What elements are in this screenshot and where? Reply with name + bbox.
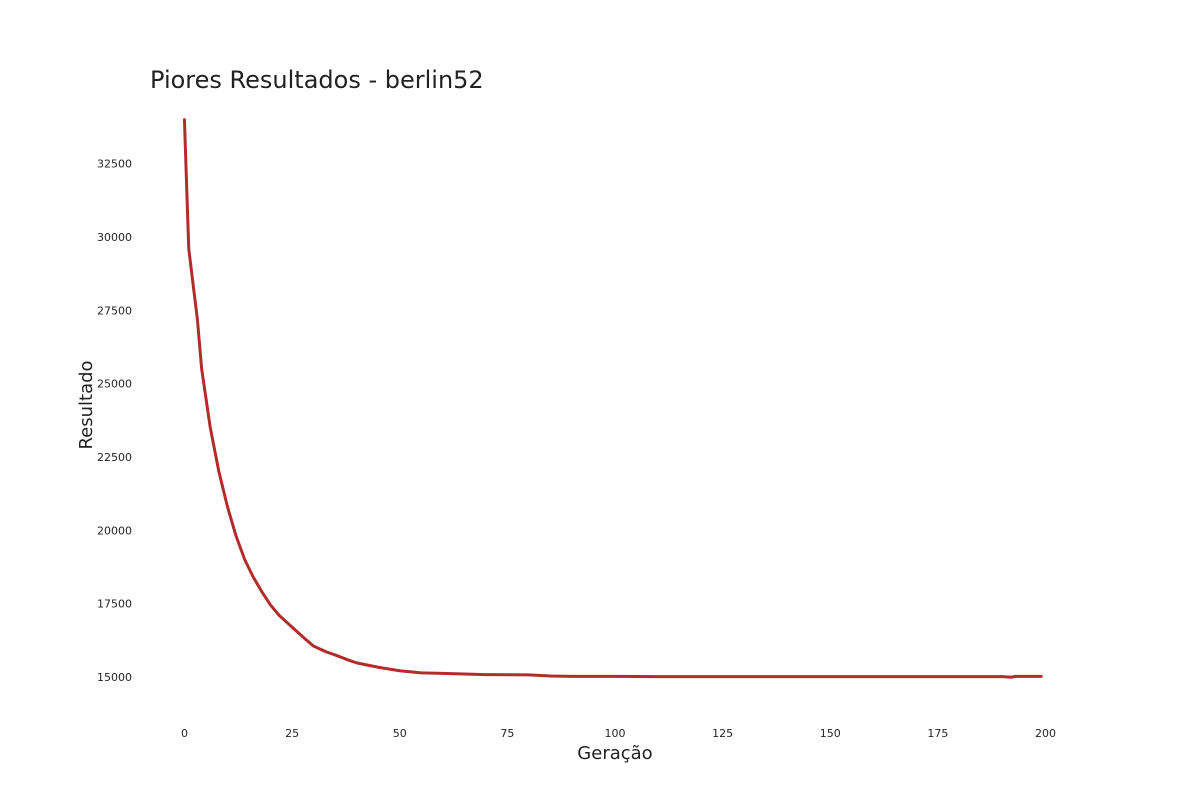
y-axis-ticks: 15000 17500 20000 22500 25000 27500 30000 32500: [97, 158, 132, 684]
x-tick-label: 25: [285, 727, 299, 740]
series-layer: [182, 118, 1043, 679]
x-tick-label: 125: [712, 727, 733, 740]
y-tick-label: 32500: [97, 158, 132, 171]
y-axis-label: Resultado: [76, 360, 97, 449]
x-tick-label: 50: [393, 727, 407, 740]
x-tick-label: 150: [820, 727, 841, 740]
y-tick-label: 17500: [97, 598, 132, 611]
y-tick-label: 25000: [97, 378, 132, 391]
chart-title: Piores Resultados - berlin52: [150, 66, 484, 94]
x-axis-label: Geração: [577, 743, 652, 764]
series-line: [182, 118, 1043, 679]
x-tick-label: 75: [500, 727, 514, 740]
y-tick-label: 30000: [97, 231, 132, 244]
x-axis-ticks: 0 25 50 75 100 125 150 175 200: [181, 727, 1056, 740]
y-tick-label: 15000: [97, 671, 132, 684]
x-tick-label: 0: [181, 727, 188, 740]
y-tick-label: 27500: [97, 304, 132, 317]
y-tick-label: 20000: [97, 524, 132, 537]
x-tick-label: 175: [927, 727, 948, 740]
x-tick-label: 100: [605, 727, 626, 740]
y-tick-label: 22500: [97, 451, 132, 464]
x-tick-label: 200: [1035, 727, 1056, 740]
